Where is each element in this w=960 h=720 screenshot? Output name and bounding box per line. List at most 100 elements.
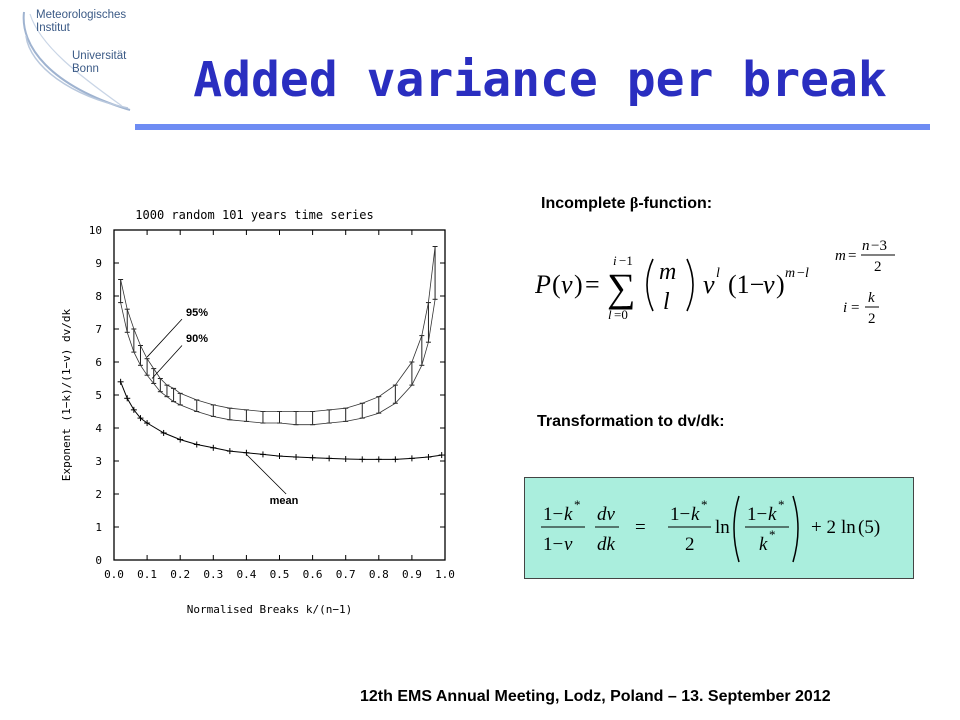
- x-tick-label: 0.4: [236, 568, 256, 581]
- svg-text:k: k: [564, 504, 573, 525]
- beta-function-equation: P ( v ) = i −1 ∑ l =0 m l v l (1− v ) m …: [534, 245, 815, 325]
- x-tick-label: 0.9: [402, 568, 422, 581]
- logo-swoosh-icon: [22, 11, 131, 111]
- svg-text:i: i: [613, 253, 617, 268]
- logo-line-3: Universität: [72, 50, 127, 62]
- svg-text:*: *: [778, 497, 785, 512]
- x-tick-label: 0.3: [203, 568, 223, 581]
- svg-text:v: v: [561, 270, 573, 299]
- logo-line-2: Institut: [36, 22, 70, 34]
- svg-text:): ): [574, 270, 583, 299]
- y-tick-label: 1: [95, 521, 102, 534]
- svg-text:): ): [776, 270, 785, 299]
- chart-title: 1000 random 101 years time series: [135, 208, 373, 222]
- page-title: Added variance per break: [193, 52, 887, 108]
- x-tick-label: 0.5: [270, 568, 290, 581]
- y-tick-label: 8: [95, 290, 102, 303]
- svg-text:k: k: [759, 534, 768, 555]
- svg-text:2: 2: [868, 311, 876, 327]
- svg-text:(: (: [552, 270, 561, 299]
- svg-text:(5): (5): [858, 517, 880, 538]
- svg-text:=: =: [635, 517, 646, 538]
- svg-text:l: l: [805, 266, 809, 281]
- svg-text:ln: ln: [715, 517, 730, 538]
- y-tick-label: 7: [95, 323, 102, 336]
- x-tick-label: 0.0: [104, 568, 124, 581]
- logo-line-4: Bonn: [72, 63, 99, 75]
- annotation-95-leader: [146, 318, 183, 358]
- svg-text:2: 2: [685, 534, 695, 555]
- svg-text:1−: 1−: [543, 534, 563, 555]
- i-definition: i = k 2: [843, 288, 893, 328]
- svg-text:l: l: [716, 266, 720, 281]
- y-tick-label: 4: [95, 422, 102, 435]
- y-tick-label: 0: [95, 554, 102, 567]
- y-tick-label: 6: [95, 356, 102, 369]
- svg-text:v: v: [763, 270, 775, 299]
- svg-text:*: *: [769, 527, 776, 542]
- variance-chart: 1000 random 101 years time series 0.0 0.1 0…: [60, 208, 455, 616]
- svg-text:1−: 1−: [543, 504, 563, 525]
- footer-text: 12th EMS Annual Meeting, Lodz, Poland – …: [360, 688, 831, 705]
- svg-text:m: m: [835, 248, 846, 264]
- svg-text:l: l: [608, 307, 612, 322]
- svg-text:=0: =0: [614, 307, 628, 322]
- x-tick-label: 0.2: [170, 568, 190, 581]
- x-tick-label: 0.1: [137, 568, 157, 581]
- m-definition: m = n −3 2: [835, 236, 905, 276]
- logo-line-1: Meteorologisches: [36, 9, 127, 21]
- svg-text:+ 2: + 2: [811, 517, 836, 538]
- svg-text:(1−: (1−: [728, 270, 764, 299]
- annotation-mean: mean: [270, 495, 299, 507]
- svg-text:dk: dk: [597, 534, 616, 555]
- svg-text:k: k: [768, 504, 777, 525]
- university-logo: Meteorologisches Institut Universität Bo…: [10, 6, 160, 116]
- annotation-90: 90%: [186, 333, 208, 345]
- chart-container: 1000 random 101 years time series 0.0 0.1 0…: [60, 195, 460, 625]
- svg-text:∑: ∑: [607, 265, 636, 310]
- series-90-line: [120, 299, 436, 426]
- x-tick-label: 0.8: [369, 568, 389, 581]
- x-axis-label: Normalised Breaks k/(n−1): [187, 603, 353, 616]
- incomplete-beta-label: Incomplete β-function:: [541, 195, 712, 213]
- title-underline: [135, 124, 930, 130]
- svg-text:1−: 1−: [670, 504, 690, 525]
- svg-text:l: l: [663, 289, 670, 315]
- svg-text:=: =: [585, 270, 600, 299]
- x-tick-label: 1.0: [435, 568, 455, 581]
- svg-text:ln: ln: [841, 517, 856, 538]
- y-axis-label: Exponent (1−k)/(1−v) dv/dk: [60, 309, 73, 482]
- svg-text:−1: −1: [619, 253, 633, 268]
- svg-text:−: −: [797, 266, 805, 281]
- svg-text:n: n: [862, 238, 870, 254]
- svg-text:i: i: [843, 300, 847, 316]
- svg-text:m: m: [785, 266, 795, 281]
- svg-text:m: m: [659, 259, 676, 285]
- svg-text:k: k: [868, 290, 875, 306]
- svg-text:*: *: [701, 497, 708, 512]
- y-tick-label: 2: [95, 488, 102, 501]
- y-tick-label: 9: [95, 257, 102, 270]
- series-95-line: [120, 246, 436, 412]
- annotation-90-leader: [151, 345, 183, 379]
- annotation-mean-leader: [246, 454, 287, 495]
- svg-text:*: *: [574, 497, 581, 512]
- svg-text:−3: −3: [871, 238, 887, 254]
- svg-text:=: =: [848, 248, 856, 264]
- svg-text:2: 2: [874, 259, 882, 275]
- y-tick-label: 3: [95, 455, 102, 468]
- transformation-equation: 1− k * 1− v dv dk = 1− k * 2 ln 1− k * k…: [541, 495, 880, 563]
- svg-text:1−: 1−: [747, 504, 767, 525]
- transformation-equation-box: 1− k * 1− v dv dk = 1− k * 2 ln 1− k * k…: [524, 477, 914, 579]
- svg-text:v: v: [564, 534, 573, 555]
- x-tick-label: 0.7: [336, 568, 356, 581]
- svg-text:=: =: [851, 300, 859, 316]
- x-tick-label: 0.6: [303, 568, 323, 581]
- annotation-95: 95%: [186, 307, 208, 319]
- beta-symbol: β: [629, 195, 639, 212]
- y-tick-label: 5: [95, 389, 102, 402]
- incomplete-label-suffix: -function:: [638, 195, 713, 212]
- svg-text:P: P: [535, 270, 551, 299]
- svg-text:k: k: [691, 504, 700, 525]
- series-mean-line: [120, 381, 442, 460]
